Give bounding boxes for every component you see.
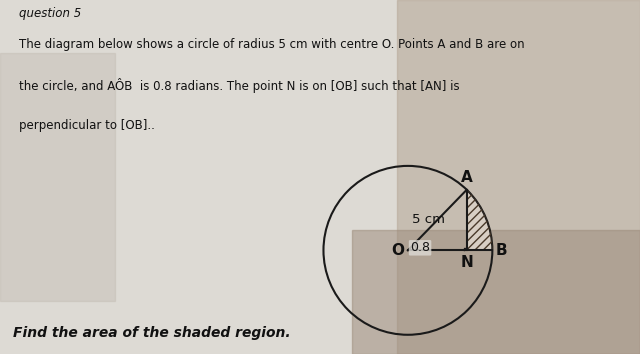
Text: 0.8: 0.8 <box>410 241 430 254</box>
Bar <box>0 53 115 301</box>
Text: perpendicular to [OB]..: perpendicular to [OB].. <box>19 119 155 132</box>
Text: O: O <box>391 243 404 258</box>
Text: Find the area of the shaded region.: Find the area of the shaded region. <box>13 326 291 340</box>
Text: the circle, and AÔB  is 0.8 radians. The point N is on [OB] such that [AN] is: the circle, and AÔB is 0.8 radians. The … <box>19 78 460 93</box>
Polygon shape <box>467 190 492 250</box>
Text: N: N <box>460 255 473 270</box>
Text: question 5: question 5 <box>19 7 81 20</box>
Text: 5 cm: 5 cm <box>412 213 445 226</box>
Text: B: B <box>496 243 508 258</box>
Text: The diagram below shows a circle of radius 5 cm with centre O. Points A and B ar: The diagram below shows a circle of radi… <box>19 38 525 51</box>
Text: A: A <box>461 170 472 185</box>
Bar <box>352 230 640 354</box>
Bar <box>397 0 640 354</box>
